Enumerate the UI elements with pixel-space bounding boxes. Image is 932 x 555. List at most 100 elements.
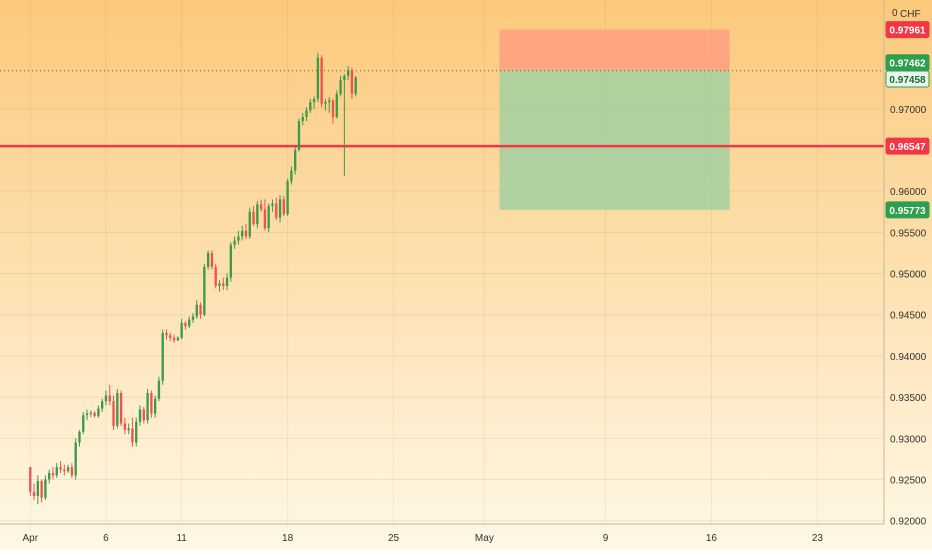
candle[interactable] (218, 283, 221, 286)
candle[interactable] (48, 472, 51, 480)
candle[interactable] (320, 57, 323, 104)
candle[interactable] (199, 304, 202, 315)
candle[interactable] (157, 380, 161, 399)
candle[interactable] (354, 77, 357, 94)
candle[interactable] (241, 230, 244, 237)
candle[interactable] (282, 199, 285, 215)
candle[interactable] (206, 252, 210, 267)
candle[interactable] (169, 335, 172, 338)
candle[interactable] (112, 401, 115, 426)
candle[interactable] (233, 240, 236, 245)
candle[interactable] (150, 393, 153, 414)
candle[interactable] (331, 100, 335, 117)
candle[interactable] (267, 205, 270, 229)
candle[interactable] (176, 337, 180, 341)
candle[interactable] (316, 57, 320, 99)
candle[interactable] (195, 304, 198, 317)
candle[interactable] (123, 423, 127, 431)
candle[interactable] (184, 322, 187, 327)
candle[interactable] (335, 93, 338, 117)
candle[interactable] (210, 252, 214, 267)
badge-box (885, 21, 930, 39)
candle[interactable] (146, 393, 149, 421)
candle[interactable] (29, 467, 32, 492)
candle[interactable] (346, 70, 350, 76)
candle[interactable] (74, 442, 77, 476)
candle[interactable] (248, 211, 251, 237)
candle[interactable] (180, 322, 183, 338)
candle[interactable] (138, 409, 142, 422)
position-zones[interactable] (499, 29, 730, 210)
candle[interactable] (104, 395, 108, 402)
take-profit-zone[interactable] (499, 70, 730, 210)
candle[interactable] (305, 110, 308, 117)
candle[interactable] (85, 413, 89, 416)
candle[interactable] (78, 431, 81, 443)
candle[interactable] (82, 415, 85, 432)
candle[interactable] (66, 467, 70, 472)
candle[interactable] (51, 472, 55, 476)
candle[interactable] (55, 467, 58, 476)
candle[interactable] (225, 277, 229, 286)
candle[interactable] (63, 469, 66, 472)
candle[interactable] (339, 79, 342, 94)
candle[interactable] (101, 401, 104, 409)
candle[interactable] (191, 316, 195, 320)
candle[interactable] (131, 428, 134, 443)
x-tick-label: 6 (103, 533, 109, 544)
x-tick-label: 16 (706, 533, 718, 544)
currency-label[interactable]: CHF (900, 9, 921, 20)
candle[interactable] (108, 395, 111, 402)
candle[interactable] (252, 211, 255, 225)
candle[interactable] (97, 408, 100, 417)
candle[interactable] (135, 421, 138, 443)
candle[interactable] (214, 266, 217, 286)
axes[interactable]: 0 CHF 0.97000 0.96000 0.95500 0.95000 0.9450… (0, 0, 927, 544)
candle[interactable] (256, 204, 259, 225)
candle[interactable] (309, 102, 312, 111)
candle[interactable] (343, 75, 346, 80)
candle[interactable] (259, 204, 263, 210)
candle[interactable] (188, 319, 191, 327)
candle[interactable] (286, 181, 289, 215)
candle[interactable] (278, 199, 282, 218)
candle[interactable] (328, 100, 331, 103)
candle[interactable] (36, 481, 40, 496)
candle[interactable] (275, 203, 278, 218)
candle[interactable] (161, 332, 164, 381)
candle[interactable] (89, 412, 92, 414)
candle[interactable] (290, 170, 293, 182)
candle[interactable] (70, 467, 74, 476)
candle[interactable] (350, 70, 354, 94)
candle[interactable] (324, 102, 327, 104)
candle[interactable] (165, 332, 168, 336)
candle[interactable] (237, 236, 240, 241)
candlestick-series[interactable] (29, 52, 357, 505)
badge-label: 0.96547 (889, 142, 926, 153)
candle[interactable] (32, 491, 36, 496)
candle[interactable] (153, 398, 157, 414)
candle[interactable] (297, 121, 301, 150)
candle[interactable] (271, 203, 274, 206)
candle[interactable] (244, 230, 248, 237)
candle[interactable] (203, 266, 206, 315)
candle[interactable] (59, 467, 62, 470)
currency-selector[interactable]: 0 (892, 8, 898, 19)
stop-loss-zone[interactable] (499, 29, 730, 71)
candle[interactable] (119, 393, 123, 424)
candle[interactable] (172, 337, 176, 341)
candle[interactable] (222, 283, 225, 286)
candle[interactable] (229, 244, 233, 278)
candle[interactable] (44, 479, 47, 498)
candle[interactable] (263, 209, 267, 229)
candle[interactable] (312, 98, 316, 103)
candle[interactable] (301, 116, 304, 122)
candle[interactable] (142, 409, 145, 421)
candle[interactable] (127, 428, 130, 431)
candle[interactable] (116, 393, 119, 426)
candle[interactable] (40, 481, 43, 498)
candle[interactable] (93, 412, 96, 417)
candle[interactable] (293, 149, 297, 171)
